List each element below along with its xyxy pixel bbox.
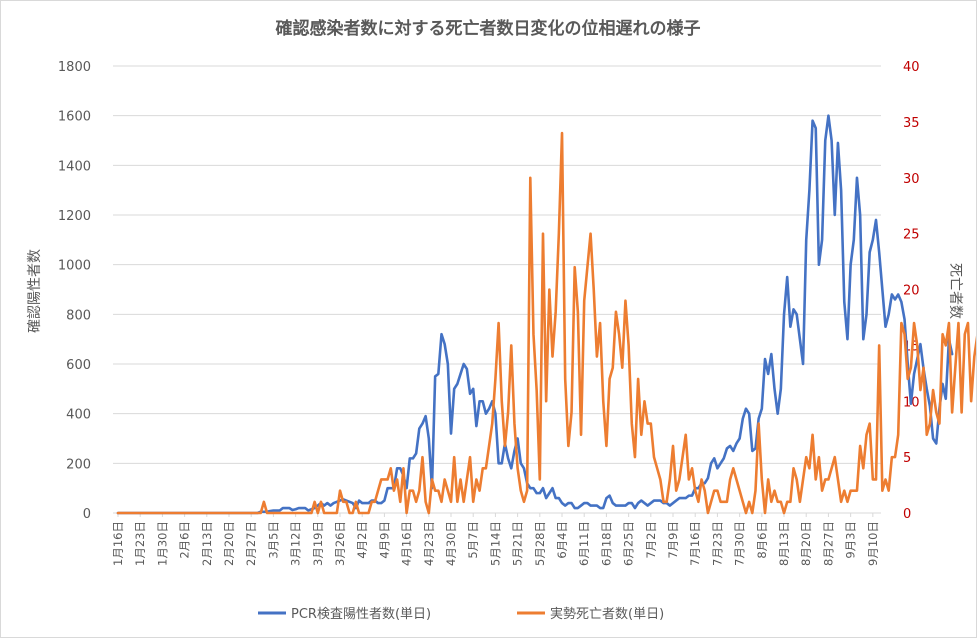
left-tick-label: 1800 <box>58 60 91 75</box>
right-tick-label: 0 <box>903 507 911 522</box>
right-tick-label: 40 <box>903 60 920 75</box>
x-tick-label: 2月13日 <box>200 521 214 566</box>
left-tick-label: 1600 <box>58 110 91 125</box>
x-tick-label: 3月12日 <box>289 521 303 566</box>
x-tick-label: 5月14日 <box>488 521 502 566</box>
x-tick-label: 6月11日 <box>577 521 591 566</box>
x-tick-label: 4月30日 <box>444 521 458 566</box>
x-tick-label: 6月25日 <box>622 521 636 566</box>
left-tick-label: 1000 <box>58 259 91 274</box>
legend: PCR検査陽性者数(単日) 実勢死亡者数(単日) <box>258 606 664 622</box>
left-tick-label: 400 <box>66 408 91 423</box>
x-tick-label: 3月19日 <box>311 521 325 566</box>
x-tick-label: 6月4日 <box>555 521 569 559</box>
gridlines <box>113 65 881 514</box>
legend-label-positives: PCR検査陽性者数(単日) <box>291 606 431 622</box>
x-tick-label: 4月23日 <box>422 521 436 566</box>
left-tick-label: 1400 <box>58 159 91 174</box>
x-tick-label: 9月3日 <box>844 521 858 559</box>
chart-title: 確認感染者数に対する死亡者数日変化の位相遅れの様子 <box>276 18 701 39</box>
x-tick-label: 8月20日 <box>799 521 813 566</box>
x-tick-label: 7月2日 <box>644 521 658 559</box>
x-tick-label: 5月21日 <box>511 521 525 566</box>
left-tick-label: 800 <box>66 308 91 323</box>
x-tick-label: 5月7日 <box>466 521 480 559</box>
series-layer <box>116 114 977 515</box>
right-tick-label: 25 <box>903 228 920 243</box>
x-tick-label: 2月27日 <box>244 521 258 566</box>
x-tick-label: 7月16日 <box>688 521 702 566</box>
x-tick-label: 9月10日 <box>866 521 880 566</box>
x-tick-label: 1月30日 <box>155 521 169 566</box>
left-axis-title: 確認陽性者数 <box>27 249 43 333</box>
x-tick-label: 2月20日 <box>222 521 236 566</box>
x-tick-label: 8月27日 <box>821 521 835 566</box>
right-tick-label: 35 <box>903 116 920 131</box>
left-tick-label: 600 <box>66 358 91 373</box>
x-tick-label: 7月9日 <box>666 521 680 559</box>
left-tick-label: 200 <box>66 457 91 472</box>
left-tick-label: 1200 <box>58 209 91 224</box>
x-tick-label: 2月6日 <box>178 521 192 559</box>
right-tick-label: 20 <box>903 284 920 299</box>
x-tick-label: 8月13日 <box>777 521 791 566</box>
series-line-deaths <box>116 131 977 515</box>
x-tick-label: 8月6日 <box>755 521 769 559</box>
x-tick-label: 3月26日 <box>333 521 347 566</box>
x-tick-label: 4月9日 <box>377 521 391 559</box>
x-tick-label: 1月16日 <box>111 521 125 566</box>
x-tick-label: 1月23日 <box>133 521 147 566</box>
right-tick-label: 30 <box>903 172 920 187</box>
x-tick-label: 4月2日 <box>355 521 369 559</box>
right-axis-title: 死亡者数 <box>947 263 963 319</box>
x-tick-label: 6月18日 <box>599 521 613 566</box>
x-tick-label: 5月28日 <box>533 521 547 566</box>
x-axis-ticks: 1月16日 1月23日 1月30日 2月6日 2月13日 2月20日 2月27日 3月5日 3月… <box>111 513 880 566</box>
legend-label-deaths: 実勢死亡者数(単日) <box>550 606 664 622</box>
right-tick-label: 5 <box>903 451 911 466</box>
x-tick-label: 4月16日 <box>400 521 414 566</box>
x-tick-label: 3月5日 <box>266 521 280 559</box>
x-tick-label: 7月23日 <box>710 521 724 566</box>
left-axis-ticks: 0 200 400 600 800 1000 1200 1400 1600 1800 <box>58 60 91 522</box>
left-tick-label: 0 <box>83 507 91 522</box>
x-tick-label: 7月30日 <box>733 521 747 566</box>
